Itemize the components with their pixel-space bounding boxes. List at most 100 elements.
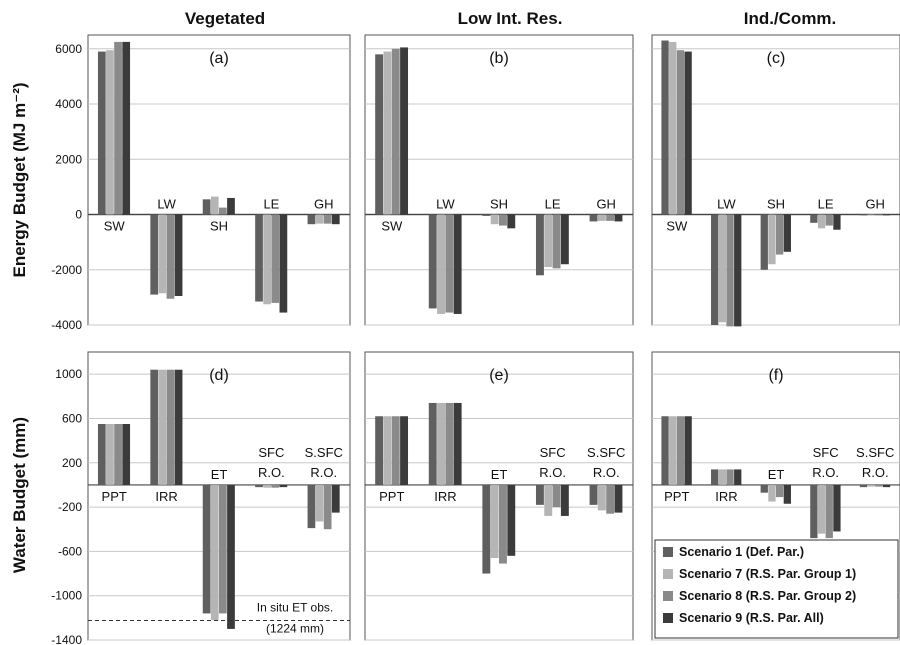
panel-label: (d): [209, 367, 229, 384]
panel-label: (b): [489, 50, 509, 67]
bar: [544, 214, 553, 267]
bar: [776, 214, 784, 255]
y-tick-label: -600: [58, 544, 82, 558]
bar: [428, 214, 437, 309]
category-label: SH: [767, 197, 785, 212]
bar: [669, 416, 677, 485]
bar: [210, 196, 219, 215]
category-label: GH: [865, 197, 885, 212]
bar: [718, 469, 726, 485]
y-tick-label: 2000: [55, 152, 82, 166]
bar: [817, 214, 826, 229]
category-label: GH: [314, 197, 334, 212]
bar: [825, 484, 833, 539]
category-label: IRR: [155, 489, 177, 504]
bar: [453, 402, 462, 485]
category-label: ET: [491, 467, 508, 482]
category-label: LE: [818, 197, 834, 212]
category-label: S.SFC: [856, 445, 894, 460]
bar: [499, 214, 507, 226]
bar: [122, 41, 131, 215]
bar: [783, 484, 791, 504]
bar: [867, 484, 875, 487]
bar: [875, 484, 883, 487]
bar: [391, 48, 400, 215]
bar: [768, 214, 776, 265]
reference-line-value-label: (1224 mm): [266, 622, 324, 636]
bar: [158, 369, 167, 485]
bar: [106, 424, 114, 485]
energy-budget-ylabel: Energy Budget (MJ m⁻²): [10, 82, 29, 277]
y-tick-label: 200: [62, 456, 82, 470]
bar: [400, 47, 409, 215]
legend-swatch: [663, 591, 673, 601]
bar: [669, 41, 677, 215]
bar: [453, 214, 462, 314]
bar: [166, 214, 175, 299]
bar: [219, 484, 227, 614]
bar: [383, 416, 392, 485]
panel-b: SW LW SH LE GH (b): [364, 34, 634, 326]
category-label: SFC: [540, 445, 566, 460]
bar: [391, 416, 400, 485]
bar: [535, 484, 544, 505]
category-label: R.O.: [593, 465, 620, 480]
bar: [875, 214, 883, 216]
bar: [684, 51, 692, 215]
bar: [202, 484, 211, 614]
bar: [437, 402, 445, 485]
plot-frame: [651, 34, 900, 326]
category-label: PPT: [379, 489, 404, 504]
bar: [271, 214, 280, 303]
bar: [776, 484, 784, 498]
y-tick-label: 1000: [55, 367, 82, 381]
bar: [760, 484, 768, 493]
bar: [279, 484, 288, 488]
bar: [97, 424, 106, 485]
bar: [400, 416, 409, 485]
bar: [606, 484, 615, 514]
bar: [833, 214, 841, 230]
bar: [255, 484, 263, 488]
bar: [315, 484, 324, 522]
y-tick-label: -1000: [51, 589, 82, 603]
y-tick-label: -4000: [51, 318, 82, 332]
bar: [760, 214, 768, 270]
bar: [859, 484, 868, 488]
bar: [817, 484, 826, 534]
bar: [499, 484, 507, 564]
y-tick-label: -2000: [51, 263, 82, 277]
bar: [227, 197, 235, 215]
bar: [375, 54, 384, 215]
category-label: SW: [666, 219, 688, 234]
bar: [507, 484, 516, 556]
bar: [437, 214, 445, 314]
category-label: S.SFC: [305, 445, 343, 460]
bar: [445, 214, 454, 313]
bar: [859, 214, 868, 216]
category-label: LW: [436, 197, 455, 212]
bar: [589, 484, 598, 505]
bar: [606, 214, 615, 221]
bar: [482, 214, 491, 216]
bar: [166, 369, 175, 485]
bar: [323, 484, 332, 530]
y-tick-label: 6000: [55, 42, 82, 56]
bar: [676, 416, 685, 485]
bar: [428, 402, 437, 485]
bar: [122, 424, 131, 485]
category-label: LE: [263, 197, 279, 212]
plot-frame: [87, 34, 351, 326]
legend-entry: Scenario 9 (R.S. Par. All): [679, 611, 824, 625]
y-tick-label: 4000: [55, 97, 82, 111]
bar: [323, 214, 332, 224]
bar: [219, 207, 227, 215]
bar: [263, 484, 271, 488]
y-tick-label: 0: [75, 208, 82, 222]
bar: [331, 214, 340, 225]
bar: [535, 214, 544, 276]
bar: [331, 484, 340, 513]
bar: [614, 484, 623, 513]
bar: [202, 199, 211, 215]
